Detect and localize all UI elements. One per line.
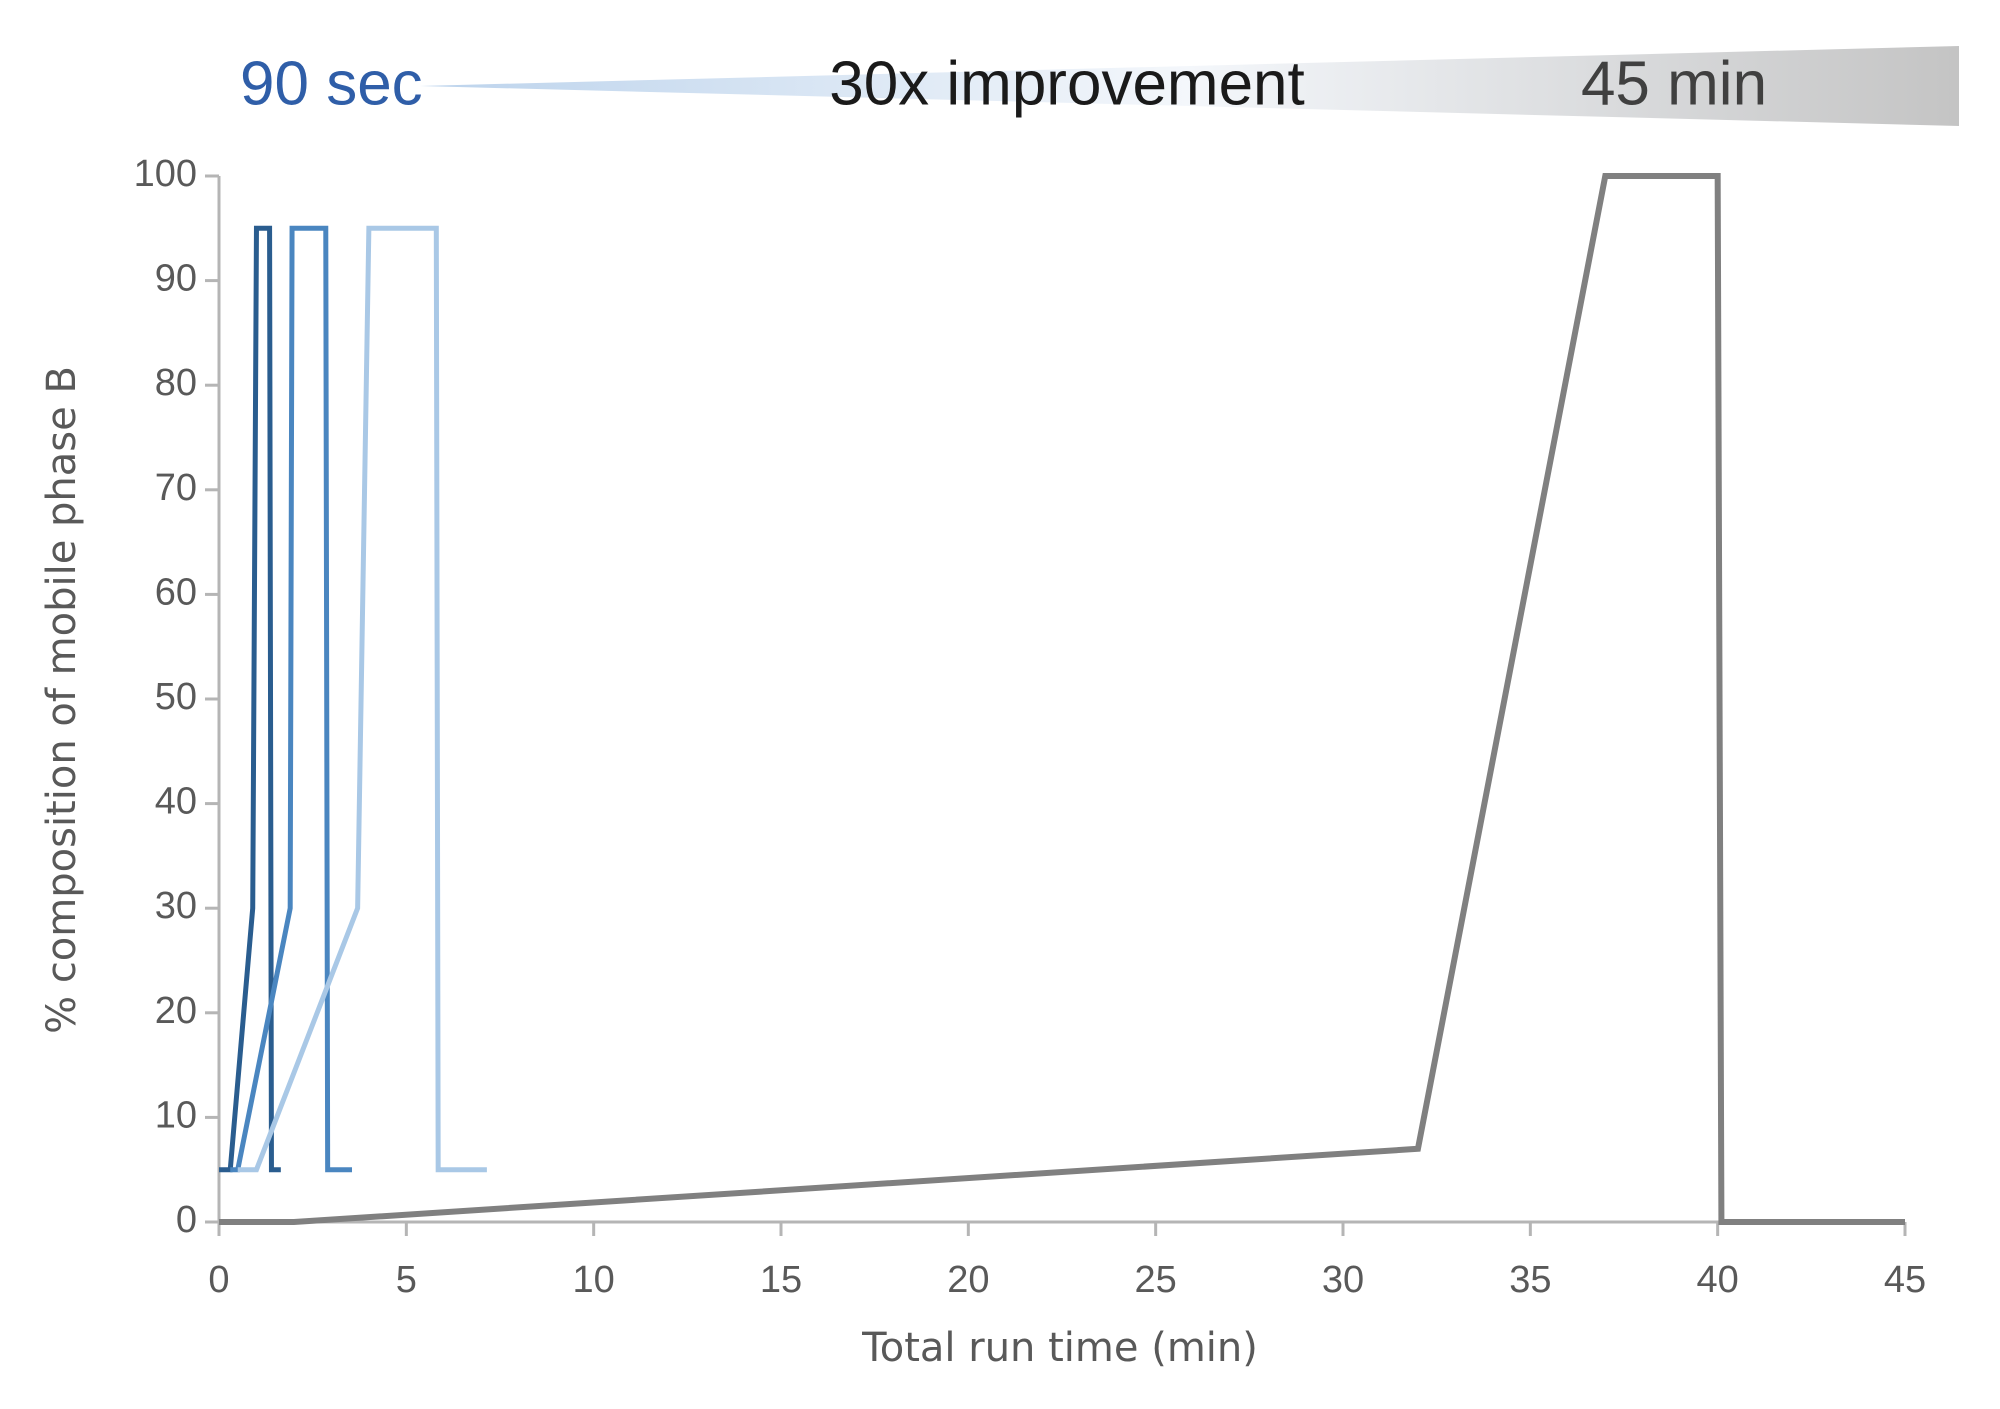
x-axis-title: Total run time (min) xyxy=(861,1325,1258,1371)
x-tick-label: 30 xyxy=(1322,1259,1364,1301)
y-tick-label: 40 xyxy=(155,781,197,823)
y-tick-label: 0 xyxy=(176,1199,197,1241)
x-tick-label: 40 xyxy=(1697,1259,1739,1301)
annotation: 90 sec xyxy=(240,49,423,118)
y-tick-label: 70 xyxy=(155,467,197,509)
y-tick-label: 10 xyxy=(155,1094,197,1136)
y-tick-label: 90 xyxy=(155,258,197,300)
x-tick-label: 25 xyxy=(1135,1259,1177,1301)
x-tick-label: 10 xyxy=(573,1259,615,1301)
x-tick-label: 15 xyxy=(760,1259,802,1301)
y-tick-label: 50 xyxy=(155,676,197,718)
annotation: 30x improvement xyxy=(829,49,1305,118)
x-tick-label: 35 xyxy=(1509,1259,1551,1301)
series-line xyxy=(219,225,281,1173)
x-tick-label: 45 xyxy=(1884,1259,1926,1301)
x-tick-label: 5 xyxy=(396,1259,417,1301)
y-tick-label: 30 xyxy=(155,885,197,927)
y-tick-label: 20 xyxy=(155,990,197,1032)
annotation: 45 min xyxy=(1581,49,1767,118)
y-tick-label: 100 xyxy=(134,153,197,195)
series-line xyxy=(237,225,487,1173)
y-tick-label: 80 xyxy=(155,362,197,404)
y-axis-title: % composition of mobile phase B xyxy=(39,366,85,1034)
x-tick-label: 20 xyxy=(947,1259,989,1301)
x-tick-label: 0 xyxy=(208,1259,229,1301)
series-line xyxy=(230,225,353,1173)
series-line xyxy=(219,173,1905,1225)
improvement-wedge xyxy=(420,46,1959,126)
y-tick-label: 60 xyxy=(155,571,197,613)
